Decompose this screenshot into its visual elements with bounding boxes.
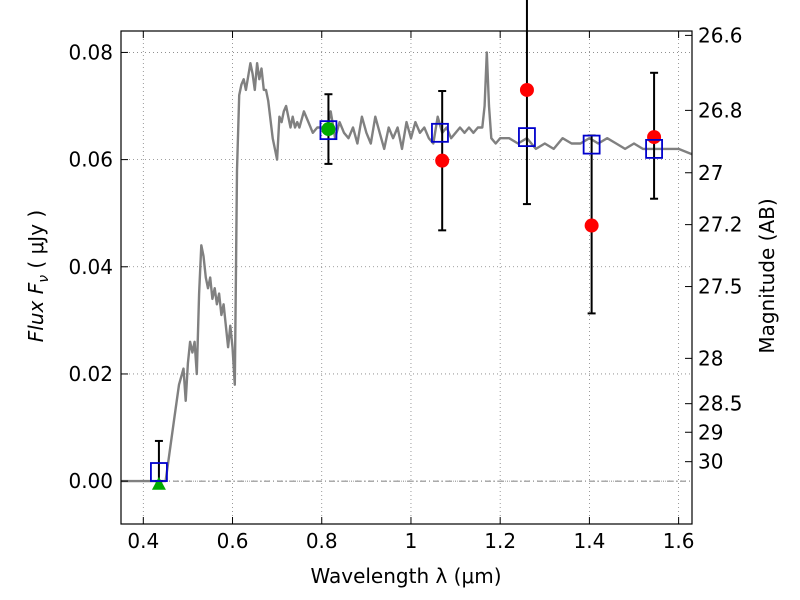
- x-tick-label: 1: [405, 529, 418, 553]
- y-axis-label-main: Flux F: [24, 282, 48, 342]
- plot-area: [121, 0, 693, 490]
- observed-flux-point: [584, 218, 599, 233]
- observed-flux-point: [647, 130, 662, 145]
- upper-limit-triangle: [151, 476, 166, 490]
- magnitude-axis-label: Magnitude (AB): [755, 198, 779, 353]
- y-tick-label: 0.08: [68, 40, 113, 64]
- mag-tick-label: 28: [698, 346, 723, 370]
- y-tick-label: 0.06: [68, 148, 113, 172]
- plot-frame: [120, 30, 693, 525]
- y-tick-label: 0.00: [68, 469, 113, 493]
- x-axis-label: Wavelength λ (μm): [310, 564, 501, 588]
- y-tick-label: 0.02: [68, 362, 113, 386]
- x-tick-label: 0.4: [127, 529, 159, 553]
- model-photometry-box: [582, 134, 601, 155]
- mag-tick-label: 28.5: [698, 392, 743, 416]
- y-tick-label: 0.04: [68, 255, 113, 279]
- ticks: 0.4 0.6 0.8 1 1.2 1.4 1.6 0.00 0.02 0.04 0.06 0.08 2…: [68, 23, 742, 553]
- x-tick-label: 1.4: [573, 529, 605, 553]
- y-axis-label-subscript: ν: [36, 275, 52, 283]
- model-photometry-box: [645, 138, 663, 159]
- x-tick-label: 0.8: [306, 529, 338, 553]
- model-spectrum-line: [121, 51, 693, 483]
- mag-tick-label: 26.6: [698, 23, 743, 47]
- model-photometry-box: [319, 120, 338, 141]
- x-tick-label: 1.2: [484, 529, 516, 553]
- mag-tick-label: 27: [698, 161, 723, 185]
- observed-flux-point: [321, 122, 336, 137]
- x-tick-label: 0.6: [217, 529, 249, 553]
- model-photometry-box: [150, 462, 168, 482]
- mag-tick-label: 30: [698, 450, 723, 474]
- y-axis-label: Flux Fν ( μJy ): [24, 210, 52, 342]
- mag-tick-label: 26.8: [698, 98, 743, 122]
- x-tick-label: 1.6: [663, 529, 695, 553]
- observed-flux-point: [519, 82, 534, 97]
- model-photometry-box: [431, 122, 449, 143]
- observed-flux-point: [435, 153, 450, 168]
- mag-tick-label: 27.5: [698, 275, 743, 299]
- model-photometry-box: [518, 127, 536, 148]
- mag-tick-label: 29: [698, 420, 723, 444]
- mag-tick-label: 27.2: [698, 213, 743, 237]
- y-axis-label-unit: ( μJy ): [24, 210, 48, 275]
